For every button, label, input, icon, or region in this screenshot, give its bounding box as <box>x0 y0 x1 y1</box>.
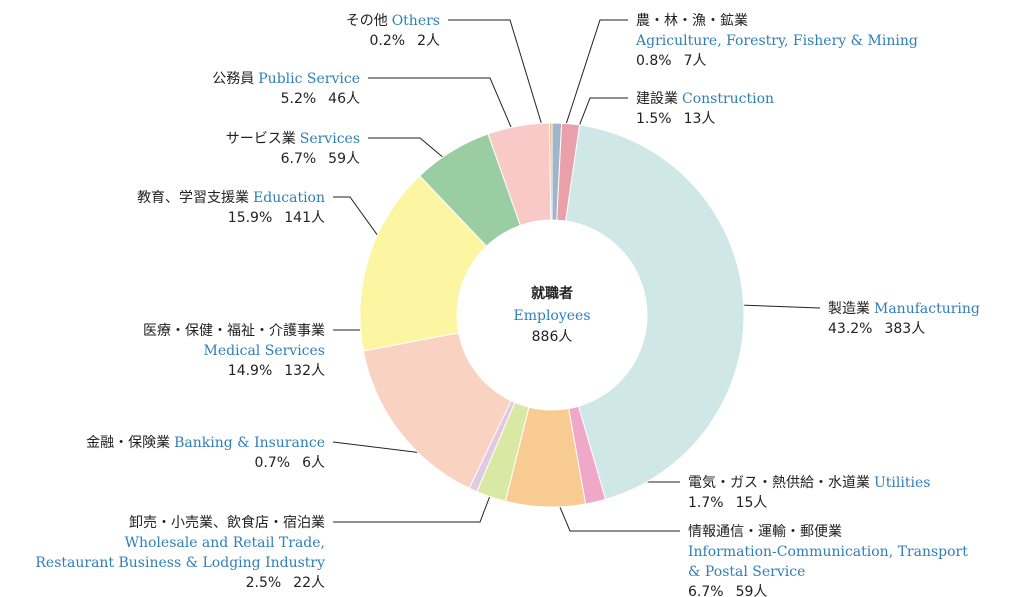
value-label: 1.5% <box>636 111 672 127</box>
value-label: 0.7% <box>255 455 291 471</box>
value-label: 6.7% <box>688 584 724 597</box>
label: サービス業 Services <box>226 131 360 147</box>
label: 電気・ガス・熱供給・水道業 Utilities <box>688 475 930 491</box>
category-en-label: Restaurant Business & Lodging Industry <box>35 555 325 571</box>
label: 5.2% 46人 <box>281 91 360 107</box>
value-label: 43.2% <box>828 321 872 337</box>
value-label: 5.2% <box>281 91 317 107</box>
count-label: 132人 <box>284 363 325 379</box>
value-label: 15.9% <box>228 210 272 226</box>
label: 卸売・小売業、飲食店・宿泊業 <box>129 514 325 531</box>
category-label: 公務員 <box>212 71 254 87</box>
category-en-label: Others <box>392 13 440 29</box>
slice <box>565 124 745 500</box>
category-label: 建設業 <box>636 91 678 107</box>
label: 教育、学習支援業 Education <box>137 190 325 206</box>
label: 6.7% 59人 <box>688 584 767 597</box>
slice <box>362 332 512 489</box>
category-en-label: Medical Services <box>204 343 325 359</box>
slice <box>359 175 488 352</box>
label: 43.2% 383人 <box>828 321 925 337</box>
count-label: 22人 <box>293 575 325 591</box>
center-total: 886人 <box>532 329 573 345</box>
center-title: 就職者 <box>531 285 573 302</box>
count-label: 13人 <box>684 111 716 127</box>
count-label: 2人 <box>417 33 440 49</box>
slices <box>359 122 745 508</box>
label: Restaurant Business & Lodging Industry <box>35 555 325 571</box>
count-label: 59人 <box>736 584 768 597</box>
category-en-label: Public Service <box>258 71 360 87</box>
label: 6.7% 59人 <box>281 151 360 167</box>
leader-line <box>555 19 628 156</box>
category-en-label: Education <box>253 190 325 206</box>
category-label: 金融・保険業 <box>86 435 170 451</box>
label: 1.5% 13人 <box>636 111 715 127</box>
category-en-label: Information-Communication, Transport <box>688 544 968 560</box>
label: 医療・保健・福祉・介護事業 <box>143 322 325 339</box>
count-label: 7人 <box>684 53 707 69</box>
count-label: 59人 <box>328 151 360 167</box>
slice <box>549 122 553 221</box>
category-label: 医療・保健・福祉・介護事業 <box>143 322 325 339</box>
category-label: その他 <box>346 13 388 29</box>
value-label: 6.7% <box>281 151 317 167</box>
label: 公務員 Public Service <box>212 71 360 87</box>
category-en-label: Banking & Insurance <box>174 435 325 451</box>
count-label: 141人 <box>284 210 325 226</box>
label: Medical Services <box>204 343 325 359</box>
category-label: 電気・ガス・熱供給・水道業 <box>688 475 870 491</box>
category-label: サービス業 <box>226 131 296 147</box>
category-en-label: Utilities <box>874 475 930 491</box>
label: 農・林・漁・鉱業 <box>636 12 748 29</box>
category-en-label: & Postal Service <box>688 564 805 580</box>
label: 15.9% 141人 <box>228 210 325 226</box>
category-label: 教育、学習支援業 <box>137 190 249 206</box>
value-label: 1.7% <box>688 495 724 511</box>
label: 2.5% 22人 <box>246 575 325 591</box>
label: 0.2% 2人 <box>370 33 441 49</box>
category-en-label: Construction <box>682 91 774 107</box>
value-label: 2.5% <box>246 575 282 591</box>
category-label: 情報通信・運輸・郵便業 <box>688 524 842 540</box>
value-label: 14.9% <box>228 363 272 379</box>
category-label: 農・林・漁・鉱業 <box>636 12 748 29</box>
label: 14.9% 132人 <box>228 363 325 379</box>
label: 情報通信・運輸・郵便業 <box>688 524 842 540</box>
category-label: 卸売・小売業、飲食店・宿泊業 <box>129 514 325 531</box>
category-en-label: Services <box>300 131 360 147</box>
label: 金融・保険業 Banking & Insurance <box>86 435 325 451</box>
category-label: 製造業 <box>828 301 870 317</box>
center-subtitle: Employees <box>513 308 590 324</box>
category-en-label: Manufacturing <box>874 301 980 317</box>
count-label: 15人 <box>736 495 768 511</box>
label: & Postal Service <box>688 564 805 580</box>
label: 0.8% 7人 <box>636 53 707 69</box>
category-en-label: Wholesale and Retail Trade, <box>125 535 325 551</box>
value-label: 0.2% <box>370 33 406 49</box>
label: 0.7% 6人 <box>255 455 326 471</box>
label: Wholesale and Retail Trade, <box>125 535 325 551</box>
label: 1.7% 15人 <box>688 495 767 511</box>
value-label: 0.8% <box>636 53 672 69</box>
label: Information-Communication, Transport <box>688 544 968 560</box>
count-label: 6人 <box>302 455 325 471</box>
label: その他 Others <box>346 13 440 29</box>
count-label: 46人 <box>328 91 360 107</box>
label: 建設業 Construction <box>636 91 774 107</box>
label: Agriculture, Forestry, Fishery & Mining <box>635 33 918 49</box>
category-en-label: Agriculture, Forestry, Fishery & Mining <box>635 33 918 49</box>
leader-line <box>448 19 552 156</box>
label: 製造業 Manufacturing <box>828 301 980 317</box>
count-label: 383人 <box>884 321 925 337</box>
